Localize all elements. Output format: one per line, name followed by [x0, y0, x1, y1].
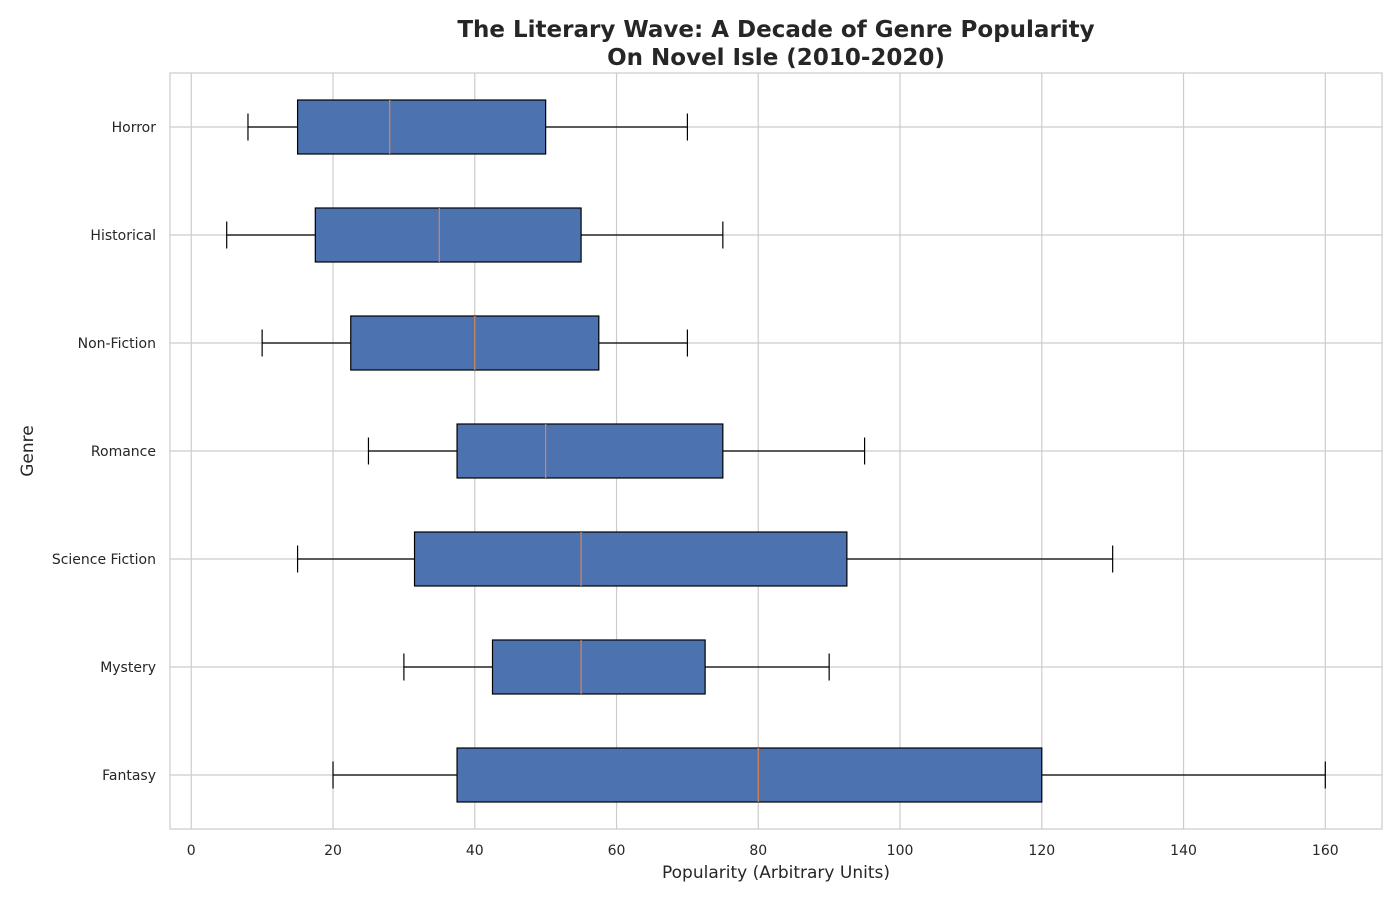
- iqr-box: [296, 99, 547, 155]
- box-historical: [226, 207, 724, 263]
- x-tick-label: 140: [1170, 843, 1197, 859]
- y-tick-label: Horror: [112, 120, 157, 136]
- y-tick-label: Non-Fiction: [78, 336, 156, 352]
- x-tick-label: 120: [1028, 843, 1055, 859]
- y-tick-label: Fantasy: [102, 768, 156, 784]
- x-axis-label: Popularity (Arbitrary Units): [662, 863, 890, 883]
- x-tick-label: 100: [887, 843, 914, 859]
- x-tick-label: 80: [749, 843, 767, 859]
- box-non-fiction: [261, 315, 689, 371]
- x-tick-label: 0: [187, 843, 196, 859]
- iqr-box: [456, 747, 1043, 803]
- y-axis-label: Genre: [18, 425, 38, 476]
- box-fantasy: [332, 747, 1326, 803]
- y-tick-label: Historical: [90, 228, 156, 244]
- iqr-box: [491, 639, 706, 695]
- y-tick-label: Science Fiction: [52, 552, 156, 568]
- box-romance: [367, 423, 866, 479]
- y-tick-label: Romance: [91, 444, 156, 460]
- x-tick-label: 60: [608, 843, 626, 859]
- chart-title-line: On Novel Isle (2010-2020): [607, 45, 945, 71]
- chart-title-line: The Literary Wave: A Decade of Genre Pop…: [457, 17, 1094, 43]
- box-science-fiction: [296, 531, 1114, 587]
- tick-layer: 0 20 40 60 80 100 120 140 160 Fantasy Mystery Scien…: [52, 120, 1339, 859]
- iqr-box: [456, 423, 724, 479]
- iqr-box: [413, 531, 848, 587]
- iqr-box: [314, 207, 582, 263]
- plot-frame: [169, 72, 1383, 830]
- box-mystery: [403, 639, 830, 695]
- chart-title: The Literary Wave: A Decade of Genre Pop…: [457, 17, 1094, 71]
- box-layer: [226, 99, 1326, 803]
- box-horror: [247, 99, 689, 155]
- y-tick-label: Mystery: [100, 660, 156, 676]
- x-tick-label: 20: [324, 843, 342, 859]
- x-tick-label: 160: [1312, 843, 1339, 859]
- x-tick-label: 40: [466, 843, 484, 859]
